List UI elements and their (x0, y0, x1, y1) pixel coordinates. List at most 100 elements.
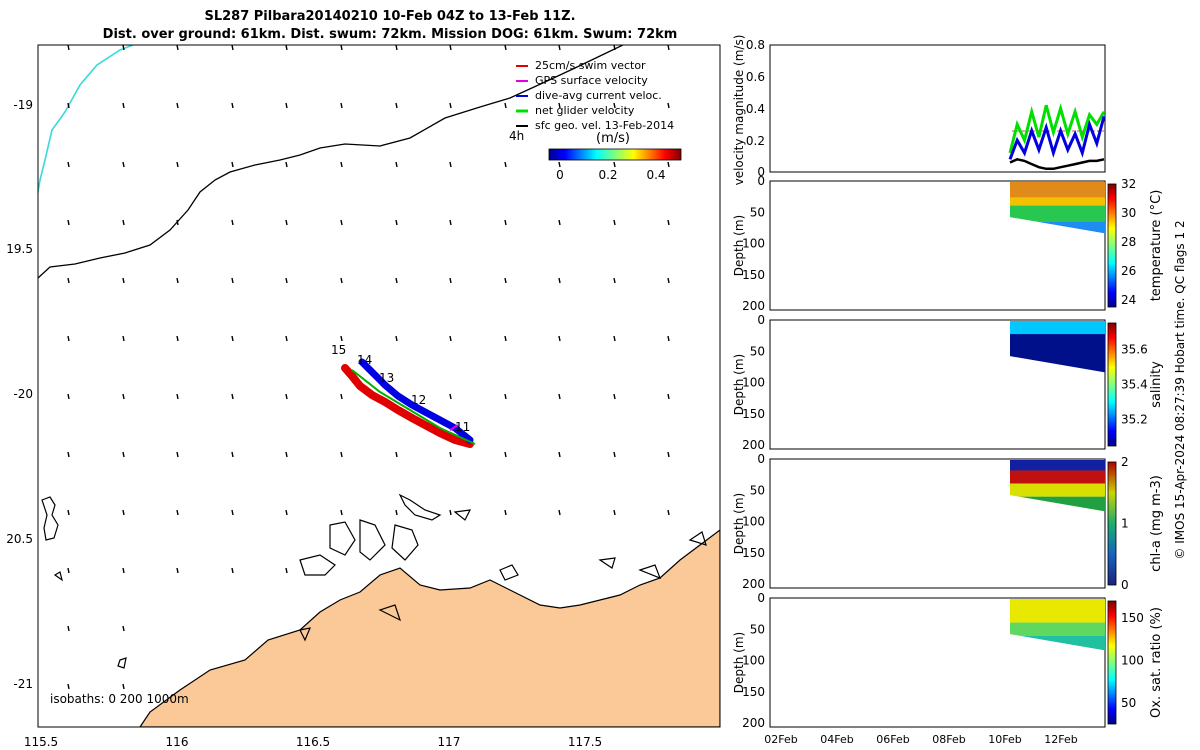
figure-title-line1: SL287 Pilbara20140210 10-Feb 04Z to 13-F… (204, 9, 576, 24)
colorbar-tick: 30 (1121, 206, 1136, 220)
map-ytick-4: -21 (13, 677, 33, 691)
map-x-axis: 115.5 116 116.5 117 117.5 (24, 735, 602, 749)
current-vector-arrow (395, 335, 398, 342)
map-ytick-1: 19.5 (6, 242, 33, 256)
colorbar-label: temperature (°C) (1149, 190, 1164, 302)
current-vector-arrow (449, 393, 452, 400)
current-vector-arrow (340, 509, 343, 516)
current-vector-arrow (231, 335, 234, 342)
section-ytick: 0 (757, 452, 765, 466)
current-vector-arrow (340, 102, 343, 109)
section-fill-band (1010, 321, 1105, 335)
current-vector-arrow (449, 219, 452, 226)
section-ytick: 0 (757, 591, 765, 605)
glider-track (341, 358, 476, 448)
current-vector-arrow (122, 45, 125, 51)
section-ytick: 150 (742, 685, 765, 699)
colorbar-title: (m/s) (596, 131, 630, 146)
current-velocity-trace (358, 358, 474, 444)
section-ytick: 150 (742, 268, 765, 282)
map-ytick-3: 20.5 (6, 532, 33, 546)
current-vector-arrow (231, 45, 234, 51)
current-vector-arrow (122, 102, 125, 109)
section-ytick: 150 (742, 407, 765, 421)
date-tick-2: 06Feb (876, 733, 909, 746)
colorbar-label: chl-a (mg m-3) (1149, 475, 1164, 572)
current-vector-arrow (340, 161, 343, 168)
colorbar-tick: 35.2 (1121, 413, 1148, 427)
section-colorbar (1107, 600, 1117, 725)
current-vector-arrow (67, 277, 70, 284)
colorbar-tick: 28 (1121, 235, 1136, 249)
current-vector-arrow (231, 102, 234, 109)
colorbar-tick: 24 (1121, 293, 1136, 307)
section-fill-band (1010, 197, 1105, 206)
map-panel: 15 14 13 12 11 25cm/s swim vector GPS su… (38, 45, 720, 727)
map-ytick-0: -19 (13, 98, 33, 112)
credit-text: © IMOS 15-Apr-2024 08:27:39 Hobart time.… (1173, 220, 1187, 559)
map-frame (37, 44, 721, 728)
section-ytick: 50 (750, 483, 765, 497)
map-xtick-4: 117.5 (568, 735, 602, 749)
current-vector-arrow (285, 219, 288, 226)
section-ytick: 50 (750, 622, 765, 636)
scale-label: 4h (509, 129, 524, 143)
date-tick-4: 10Feb (988, 733, 1021, 746)
date-axis: 02Feb 04Feb 06Feb 08Feb 10Feb 12Feb (764, 733, 1077, 746)
velocity-line-net-glider (1008, 103, 1106, 154)
current-vector-arrow (449, 277, 452, 284)
section-ytick: 100 (742, 376, 765, 390)
date-tick-0: 02Feb (764, 733, 797, 746)
current-vector-arrow (667, 277, 670, 284)
legend-entry-dive-avg: dive-avg current veloc. (516, 89, 662, 102)
current-vector-arrow (122, 567, 125, 574)
section-ytick: 50 (750, 344, 765, 358)
current-vector-arrow (67, 509, 70, 516)
isobath-1000m (38, 45, 625, 279)
colorbar-label: Ox. sat. ratio (%) (1149, 607, 1164, 718)
date-tick-5: 12Feb (1044, 733, 1077, 746)
current-vector-arrow (613, 277, 616, 284)
section-colorbar (1107, 183, 1117, 308)
current-vector-arrow (176, 567, 179, 574)
section-ytick: 200 (742, 716, 765, 730)
map-y-axis: -19 19.5 -20 20.5 -21 (6, 98, 33, 691)
velocity-line-dive-avg (1008, 116, 1106, 160)
colorbar-tick-0: 0 (556, 168, 564, 182)
current-vector-arrow (67, 219, 70, 226)
current-vector-arrow (667, 451, 670, 458)
current-vector-arrow (285, 509, 288, 516)
figure-title-line2: Dist. over ground: 61km. Dist. swum: 72k… (102, 27, 678, 42)
current-vector-arrow (122, 219, 125, 226)
current-vector-arrow (613, 102, 616, 109)
current-vector-arrow (395, 509, 398, 516)
current-vector-arrow (667, 161, 670, 168)
current-vector-arrow (231, 451, 234, 458)
current-vector-arrow (504, 277, 507, 284)
day-label-13: 13 (379, 371, 394, 385)
velocity-panel: velocity magnitude (m/s) 0 0.2 0.4 0.6 0… (732, 35, 1106, 185)
section-fill-band (1010, 622, 1105, 636)
current-vector-arrow (285, 45, 288, 51)
coastline-fragments (41, 493, 707, 669)
legend-entry-swim: 25cm/s swim vector (516, 59, 646, 72)
current-vector-arrow (231, 219, 234, 226)
day-label-12: 12 (411, 393, 426, 407)
current-vector-arrow (285, 277, 288, 284)
colorbar-tick: 0 (1121, 578, 1129, 592)
colorbar-label: salinity (1149, 361, 1164, 408)
current-vector-arrow (558, 161, 561, 168)
section-colorbar (1107, 322, 1117, 447)
svg-text:25cm/s swim vector: 25cm/s swim vector (535, 59, 646, 72)
current-vector-arrow (285, 567, 288, 574)
current-vector-arrow (504, 45, 507, 51)
section-ytick: 150 (742, 546, 765, 560)
current-vector-arrow (231, 509, 234, 516)
current-vector-arrow (122, 161, 125, 168)
current-vector-arrow (67, 45, 70, 51)
current-vector-arrow (504, 335, 507, 342)
vel-ytick-0: 0 (757, 165, 765, 179)
velocity-line-sfc-geo (1009, 157, 1105, 171)
current-vector-arrow (176, 393, 179, 400)
current-vector-arrow (67, 683, 70, 690)
